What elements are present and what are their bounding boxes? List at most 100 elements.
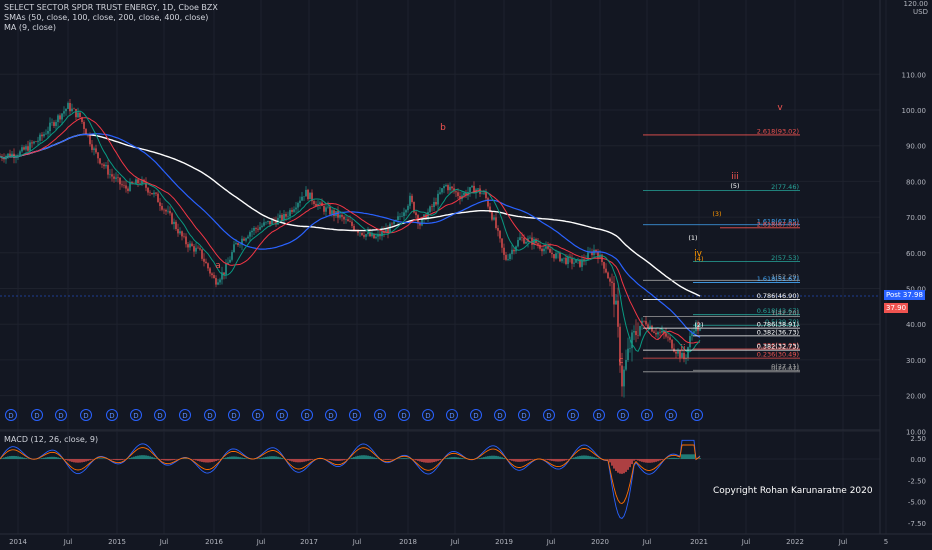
smas-legend[interactable]: SMAs (50, close, 100, close, 200, close,… bbox=[4, 13, 209, 22]
candle-body bbox=[405, 210, 407, 213]
dividend-marker[interactable]: D bbox=[593, 409, 605, 421]
dividend-marker[interactable]: D bbox=[518, 409, 530, 421]
macd-histogram-bar bbox=[519, 459, 521, 462]
sma-400-line[interactable] bbox=[0, 133, 701, 297]
symbol-title[interactable]: SELECT SECTOR SPDR TRUST ENERGY, 1D, Cbo… bbox=[4, 3, 218, 12]
candle-body bbox=[69, 103, 71, 112]
ma-legend[interactable]: MA (9, close) bbox=[4, 23, 56, 32]
macd-signal-line[interactable] bbox=[0, 444, 701, 505]
price-candles[interactable] bbox=[0, 98, 701, 398]
dividend-marker[interactable]: D bbox=[567, 409, 579, 421]
sma-100-line[interactable] bbox=[0, 117, 701, 344]
macd-histogram-bar bbox=[459, 457, 461, 459]
dividend-marker[interactable]: D bbox=[154, 409, 166, 421]
macd-histogram-bar bbox=[121, 459, 123, 460]
candle-body bbox=[431, 206, 433, 208]
dividend-marker[interactable]: D bbox=[422, 409, 434, 421]
dividend-marker[interactable]: D bbox=[301, 409, 313, 421]
macd-histogram-bar bbox=[371, 456, 373, 459]
dividend-marker[interactable]: D bbox=[494, 409, 506, 421]
candle-body bbox=[73, 108, 75, 110]
macd-pane[interactable] bbox=[0, 439, 880, 519]
candle-body bbox=[647, 324, 649, 328]
dividend-marker[interactable]: D bbox=[398, 409, 410, 421]
price-axis-label: 90.00 bbox=[906, 143, 926, 151]
dividend-marker[interactable]: D bbox=[55, 409, 67, 421]
macd-histogram-bar bbox=[19, 456, 21, 459]
macd-histogram-bar bbox=[589, 456, 591, 459]
dividend-marker[interactable]: D bbox=[31, 409, 43, 421]
candle-body bbox=[333, 210, 335, 217]
candle-body bbox=[203, 258, 205, 262]
dividend-marker[interactable]: D bbox=[325, 409, 337, 421]
dividend-marker[interactable]: D bbox=[641, 409, 653, 421]
dividend-marker[interactable]: D bbox=[252, 409, 264, 421]
dividend-marker[interactable]: D bbox=[5, 409, 17, 421]
dividend-marker[interactable]: D bbox=[665, 409, 677, 421]
macd-histogram-bar bbox=[423, 459, 425, 463]
macd-histogram-bar bbox=[617, 459, 619, 473]
candle-body bbox=[131, 181, 133, 184]
time-axis[interactable]: 2014 Jul 2015 Jul 2016 Jul 2017 Jul 2018 Jul 2019 J… bbox=[9, 538, 888, 546]
macd-histogram-bar bbox=[243, 457, 245, 459]
sma-200-line[interactable] bbox=[0, 133, 701, 338]
wave-label: (5) bbox=[730, 182, 739, 190]
dividend-marker[interactable]: D bbox=[691, 409, 703, 421]
candle-body bbox=[483, 192, 485, 194]
macd-histogram-bar bbox=[279, 457, 281, 459]
candle-body bbox=[259, 226, 261, 230]
macd-legend[interactable]: MACD (12, 26, close, 9) bbox=[4, 435, 99, 444]
candle-body bbox=[345, 219, 347, 220]
macd-histogram-bar bbox=[485, 456, 487, 459]
sma-50-line[interactable] bbox=[0, 110, 701, 353]
candle-body bbox=[371, 233, 373, 237]
candle-body bbox=[35, 141, 37, 143]
dividend-marker[interactable]: D bbox=[446, 409, 458, 421]
macd-histogram-bar bbox=[661, 459, 663, 460]
dividend-marker[interactable]: D bbox=[617, 409, 629, 421]
dividend-marker[interactable]: D bbox=[106, 409, 118, 421]
macd-histogram-bar bbox=[451, 457, 453, 459]
dividend-marker[interactable]: D bbox=[179, 409, 191, 421]
price-scale-currency[interactable]: USD bbox=[913, 8, 928, 16]
chart-legend[interactable]: SELECT SECTOR SPDR TRUST ENERGY, 1D, Cbo… bbox=[4, 3, 218, 33]
dividend-marker[interactable]: D bbox=[543, 409, 555, 421]
macd-histogram-bar bbox=[633, 459, 635, 461]
dividend-marker[interactable]: D bbox=[374, 409, 386, 421]
fibonacci-levels[interactable]: 2.618(93.02) 2(77.46) 1.618(67.85)2.618(67… bbox=[643, 127, 800, 372]
dividend-marker[interactable]: D bbox=[276, 409, 288, 421]
last-value: 37.90 bbox=[886, 304, 907, 312]
macd-histogram-bar bbox=[687, 454, 689, 459]
candle-body bbox=[605, 268, 607, 273]
candle-body bbox=[113, 176, 115, 179]
candle-body bbox=[51, 122, 53, 123]
macd-line[interactable] bbox=[0, 439, 701, 519]
candle-body bbox=[517, 240, 519, 247]
dividend-marker[interactable]: D bbox=[80, 409, 92, 421]
fib-level-label: 2(57.53) bbox=[771, 254, 799, 262]
macd-histogram-bar bbox=[587, 455, 589, 459]
candle-body bbox=[187, 244, 189, 248]
price-axis[interactable]: 110.00 100.00 90.00 80.00 70.00 60.00 50.00 40.… bbox=[902, 71, 927, 527]
dividend-marker[interactable]: D bbox=[470, 409, 482, 421]
dividend-marker[interactable]: D bbox=[130, 409, 142, 421]
candle-body bbox=[159, 202, 161, 207]
dividend-marker[interactable]: D bbox=[228, 409, 240, 421]
candle-body bbox=[577, 259, 579, 260]
macd-histogram-bar bbox=[5, 456, 7, 459]
candle-body bbox=[151, 193, 153, 195]
macd-histogram-bar bbox=[387, 459, 389, 460]
candle-body bbox=[579, 259, 581, 267]
time-axis-label: Jul bbox=[546, 538, 556, 546]
macd-histogram-bar bbox=[525, 459, 527, 462]
dividend-marker[interactable]: D bbox=[204, 409, 216, 421]
dividend-marker[interactable]: D bbox=[349, 409, 361, 421]
candle-body bbox=[49, 122, 51, 132]
candle-body bbox=[381, 231, 383, 237]
price-axis-label: 80.00 bbox=[906, 178, 926, 186]
candle-body bbox=[685, 358, 687, 360]
fib-level-label: 2.618(93.02) bbox=[757, 127, 799, 135]
macd-histogram-bar bbox=[171, 459, 173, 461]
